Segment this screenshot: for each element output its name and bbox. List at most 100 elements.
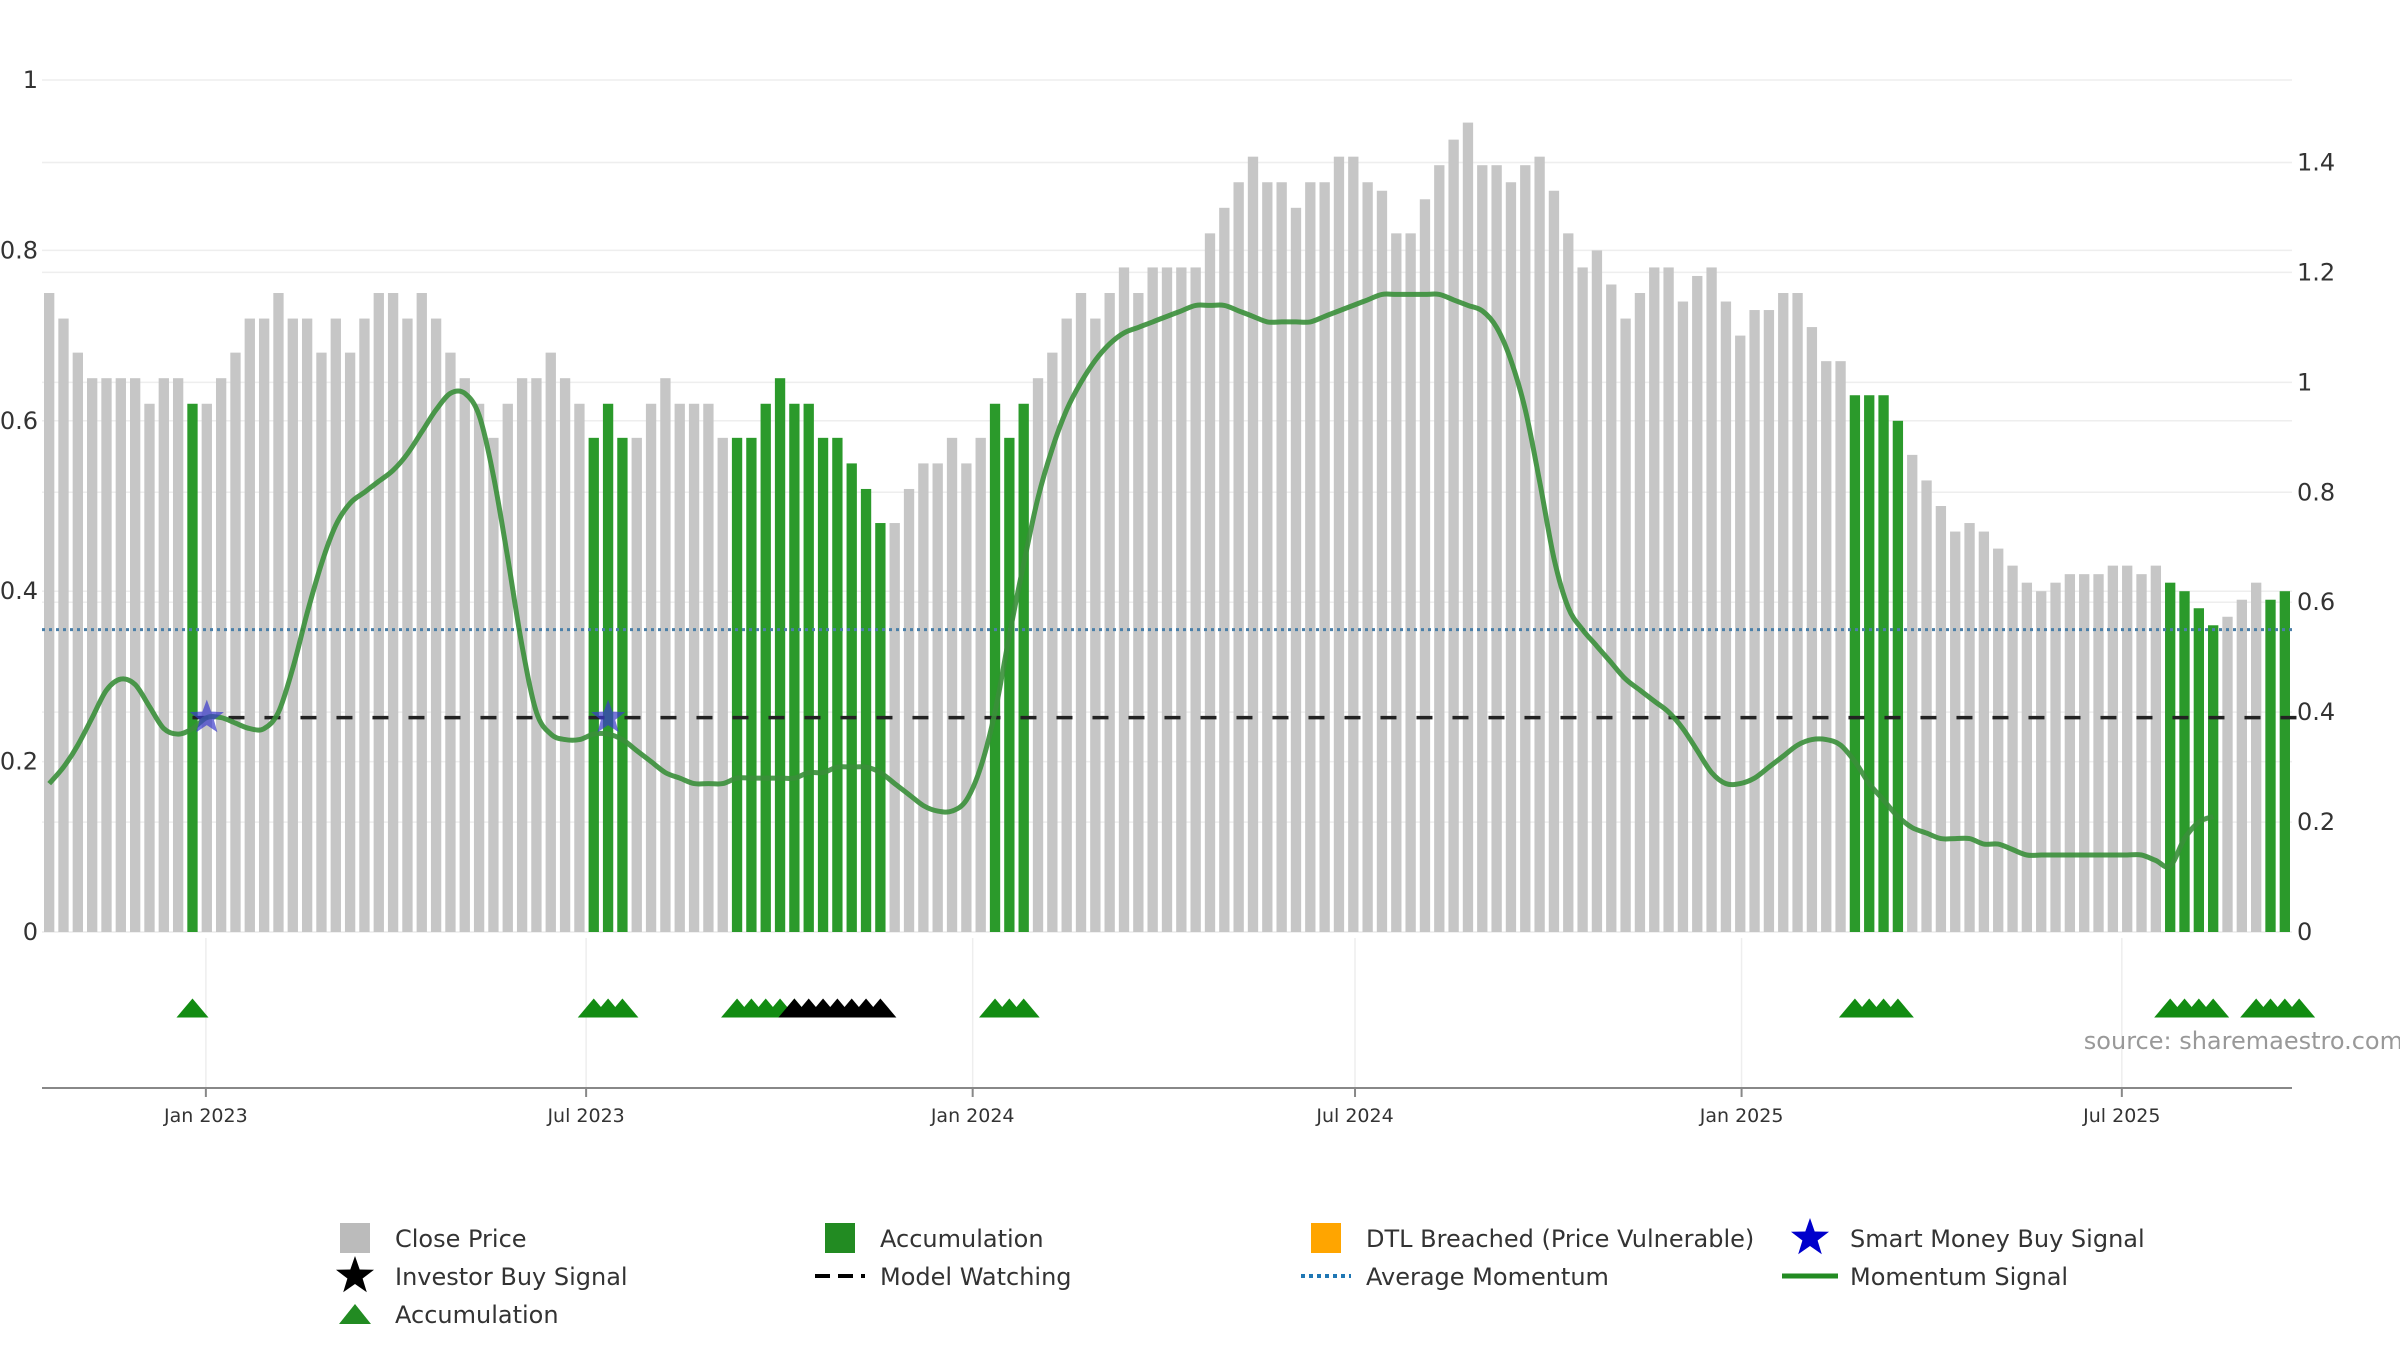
close-price-bar xyxy=(1935,506,1947,932)
close-price-bar xyxy=(1348,156,1359,932)
close-price-bar xyxy=(2079,574,2090,932)
legend-label: Model Watching xyxy=(880,1263,1072,1291)
close-price-bar xyxy=(1434,165,1445,932)
accumulation-bar xyxy=(1864,395,1875,932)
close-price-bar xyxy=(230,352,241,932)
legend-square-swatch xyxy=(1311,1223,1341,1253)
legend-item: Accumulation xyxy=(339,1301,559,1329)
accumulation-bar xyxy=(860,488,872,932)
close-price-bar xyxy=(301,318,313,932)
accumulation-bar xyxy=(774,378,786,932)
legend-item: DTL Breached (Price Vulnerable) xyxy=(1311,1223,1754,1253)
close-price-bar xyxy=(660,378,671,932)
close-price-bar xyxy=(1993,548,2004,932)
right-axis-tick-label: 0 xyxy=(2297,918,2312,946)
left-axis-tick-label: 0.6 xyxy=(0,407,38,435)
legend-star-swatch xyxy=(336,1256,374,1293)
close-price-bar xyxy=(1305,182,1316,933)
close-price-bar xyxy=(1534,156,1545,932)
close-price-bar xyxy=(531,378,542,932)
close-price-bar xyxy=(1692,275,1703,933)
legend-label: Accumulation xyxy=(880,1225,1044,1253)
legend-item: Close Price xyxy=(340,1223,527,1253)
accumulation-bar xyxy=(2208,625,2219,932)
close-price-bar xyxy=(1061,318,1072,932)
x-axis-tick-label: Jul 2025 xyxy=(2082,1105,2160,1127)
source-label: source: sharemaestro.com xyxy=(2084,1027,2400,1055)
close-price-bar xyxy=(502,403,513,932)
right-axis-tick-label: 1 xyxy=(2297,368,2312,396)
accumulation-marker xyxy=(1007,998,1040,1018)
accumulation-bar xyxy=(746,437,757,932)
accumulation-bar xyxy=(817,437,829,932)
close-price-bar xyxy=(172,378,184,932)
accumulation-bar xyxy=(2193,608,2205,932)
close-price-bar xyxy=(1749,310,1760,932)
close-price-bar xyxy=(1763,310,1775,932)
accumulation-bar xyxy=(2279,591,2290,932)
signal-markers xyxy=(176,699,2316,1018)
close-price-bar xyxy=(1821,361,1832,932)
left-axis-tick-label: 0.8 xyxy=(0,236,38,264)
legend-item: Smart Money Buy Signal xyxy=(1791,1218,2145,1255)
accumulation-bar xyxy=(832,437,843,932)
close-price-bar xyxy=(1290,207,1302,933)
close-price-bar xyxy=(1577,267,1588,932)
x-axis-tick-label: Jan 2024 xyxy=(930,1105,1015,1127)
right-axis-tick-label: 0.6 xyxy=(2297,588,2335,616)
close-price-bar xyxy=(316,352,327,932)
close-price-bar xyxy=(273,293,284,932)
close-price-bar xyxy=(1333,156,1345,932)
accumulation-bar xyxy=(1892,420,1904,932)
close-price-bar xyxy=(1505,182,1517,933)
close-price-bar xyxy=(889,523,900,932)
accumulation-bar xyxy=(2265,599,2276,932)
legend-label: Investor Buy Signal xyxy=(395,1263,628,1291)
momentum-signal-line xyxy=(47,291,2215,870)
accumulation-bar xyxy=(617,437,628,932)
close-price-bar xyxy=(1104,293,1115,932)
accumulation-bar xyxy=(875,523,886,932)
close-price-bar xyxy=(215,378,227,932)
close-price-bar xyxy=(1118,267,1130,932)
close-price-bar xyxy=(932,463,943,932)
close-price-bar xyxy=(373,293,384,932)
close-price-bar xyxy=(1075,293,1087,932)
close-price-bar xyxy=(1591,250,1603,932)
close-price-bar xyxy=(1391,233,1402,933)
close-price-bar xyxy=(2007,565,2018,932)
close-price-bar xyxy=(1219,207,1230,933)
close-price-bar xyxy=(330,318,341,932)
close-price-bar xyxy=(559,378,571,932)
close-price-bar xyxy=(717,437,728,932)
close-price-bar xyxy=(115,378,126,932)
close-price-bar xyxy=(2036,591,2047,932)
legend-triangle-swatch xyxy=(339,1304,371,1324)
legend-square-swatch xyxy=(825,1223,855,1253)
close-price-bar xyxy=(72,352,83,932)
close-price-bar xyxy=(1362,182,1373,933)
close-price-bar xyxy=(1133,293,1144,932)
close-price-bar xyxy=(344,352,356,932)
close-price-bar xyxy=(2107,565,2119,932)
close-price-bar xyxy=(703,403,714,932)
close-price-bar xyxy=(1247,156,1259,932)
accumulation-bar xyxy=(1018,403,1029,932)
close-price-bar xyxy=(2236,599,2247,932)
close-price-bar xyxy=(445,352,456,932)
accumulation-bar xyxy=(760,403,771,932)
accumulation-marker xyxy=(2197,998,2230,1018)
accumulation-marker xyxy=(606,998,639,1018)
close-price-bar xyxy=(1677,301,1689,932)
accumulation-bar xyxy=(803,403,814,932)
close-price-bar xyxy=(2136,574,2147,932)
close-price-bar xyxy=(1147,267,1158,932)
close-price-bar xyxy=(101,378,112,932)
close-price-bar xyxy=(387,293,399,932)
close-price-bar xyxy=(1090,318,1101,932)
close-price-bar xyxy=(1778,293,1789,932)
accumulation-bar xyxy=(2179,591,2190,932)
close-price-bar xyxy=(1233,182,1244,933)
